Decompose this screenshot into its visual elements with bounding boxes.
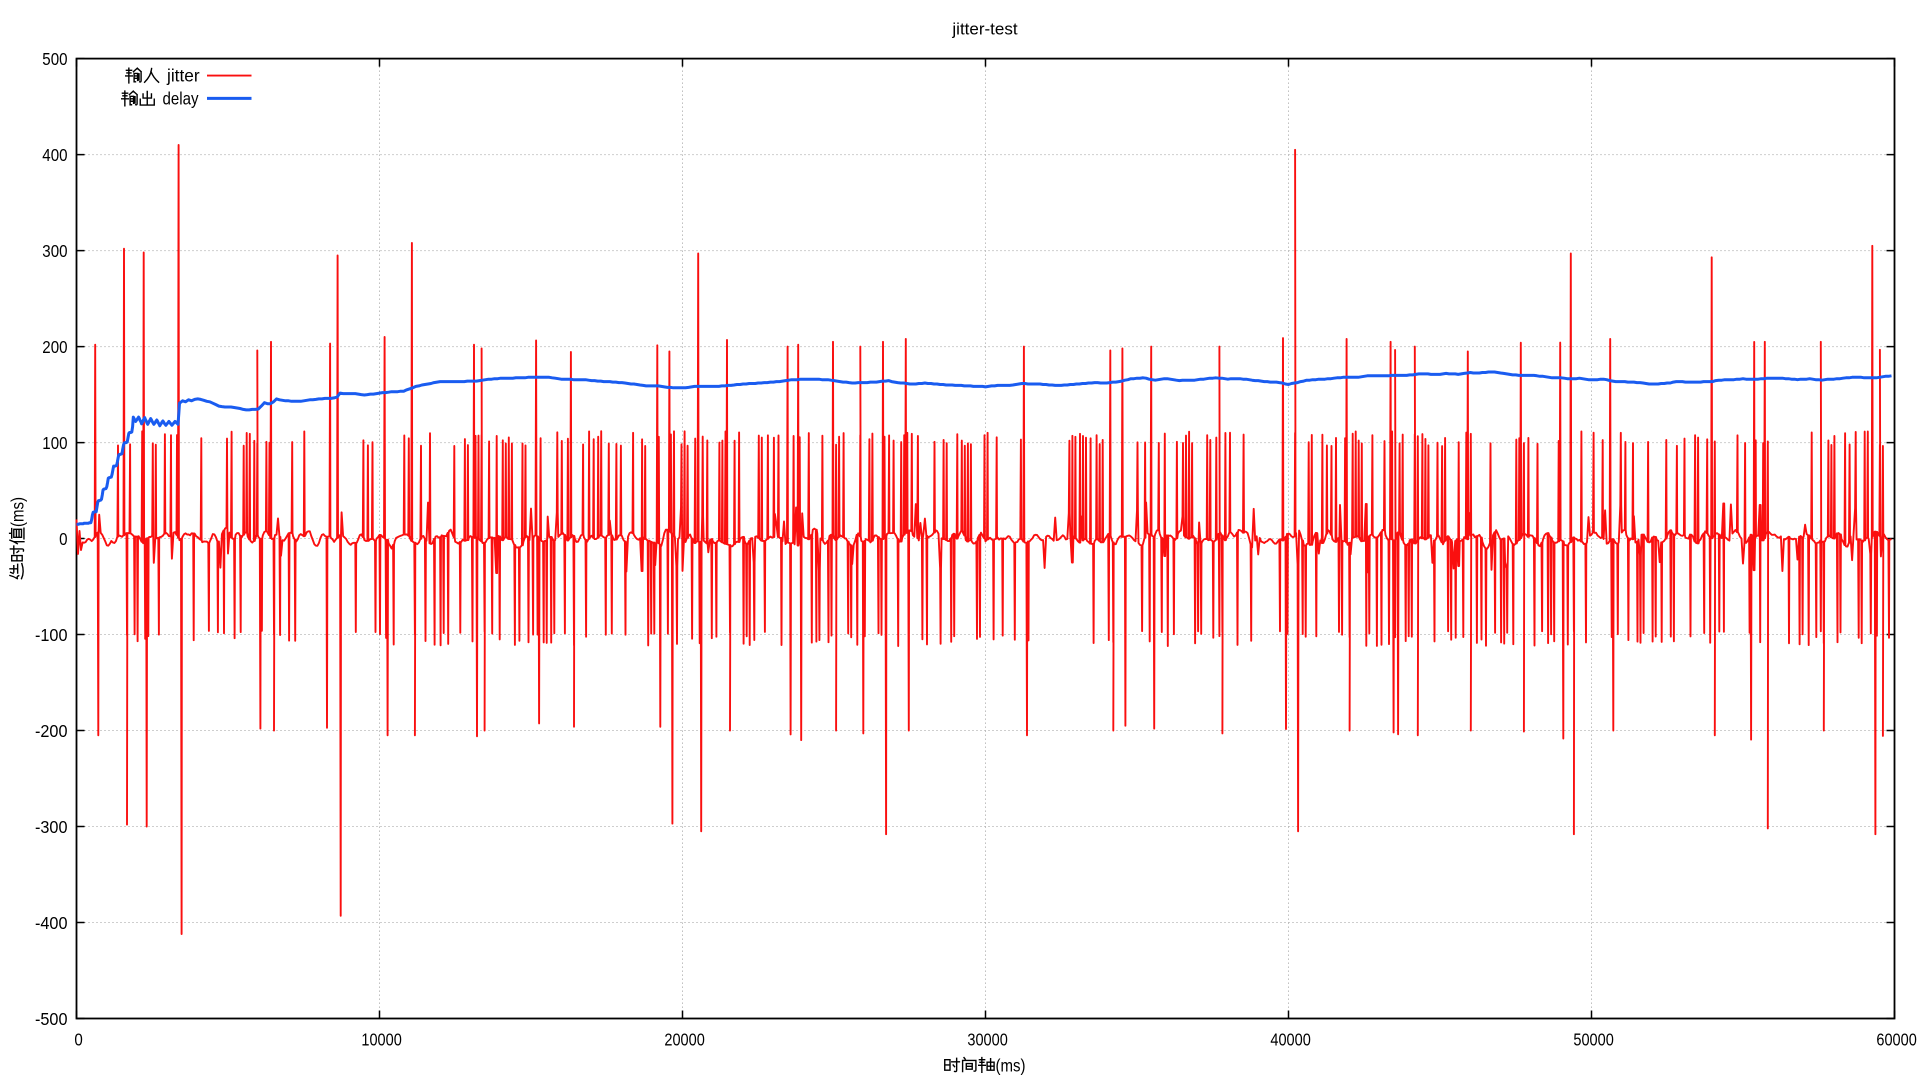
svg-text:100: 100 [42, 433, 67, 453]
svg-text:-100: -100 [35, 625, 68, 645]
svg-text:-500: -500 [35, 1009, 68, 1029]
svg-text:20000: 20000 [664, 1029, 705, 1049]
svg-text:jitter: jitter [166, 66, 200, 86]
svg-text:40000: 40000 [1270, 1029, 1311, 1049]
svg-text:200: 200 [42, 337, 67, 357]
svg-text:-300: -300 [35, 817, 68, 837]
svg-text:300: 300 [42, 241, 67, 261]
svg-text:-200: -200 [35, 721, 68, 741]
svg-text:400: 400 [42, 145, 67, 165]
svg-text:-400: -400 [35, 913, 68, 933]
svg-text:30000: 30000 [967, 1029, 1008, 1049]
svg-text:60000: 60000 [1876, 1029, 1917, 1049]
svg-text:50000: 50000 [1573, 1029, 1614, 1049]
svg-text:(ms): (ms) [7, 497, 27, 527]
svg-text:10000: 10000 [361, 1029, 402, 1049]
svg-text:0: 0 [59, 529, 68, 549]
svg-text:jitter-test: jitter-test [951, 20, 1017, 39]
svg-text:(ms): (ms) [996, 1055, 1026, 1075]
svg-text:500: 500 [42, 49, 67, 69]
svg-text:0: 0 [74, 1029, 83, 1049]
svg-text:delay: delay [163, 88, 199, 108]
